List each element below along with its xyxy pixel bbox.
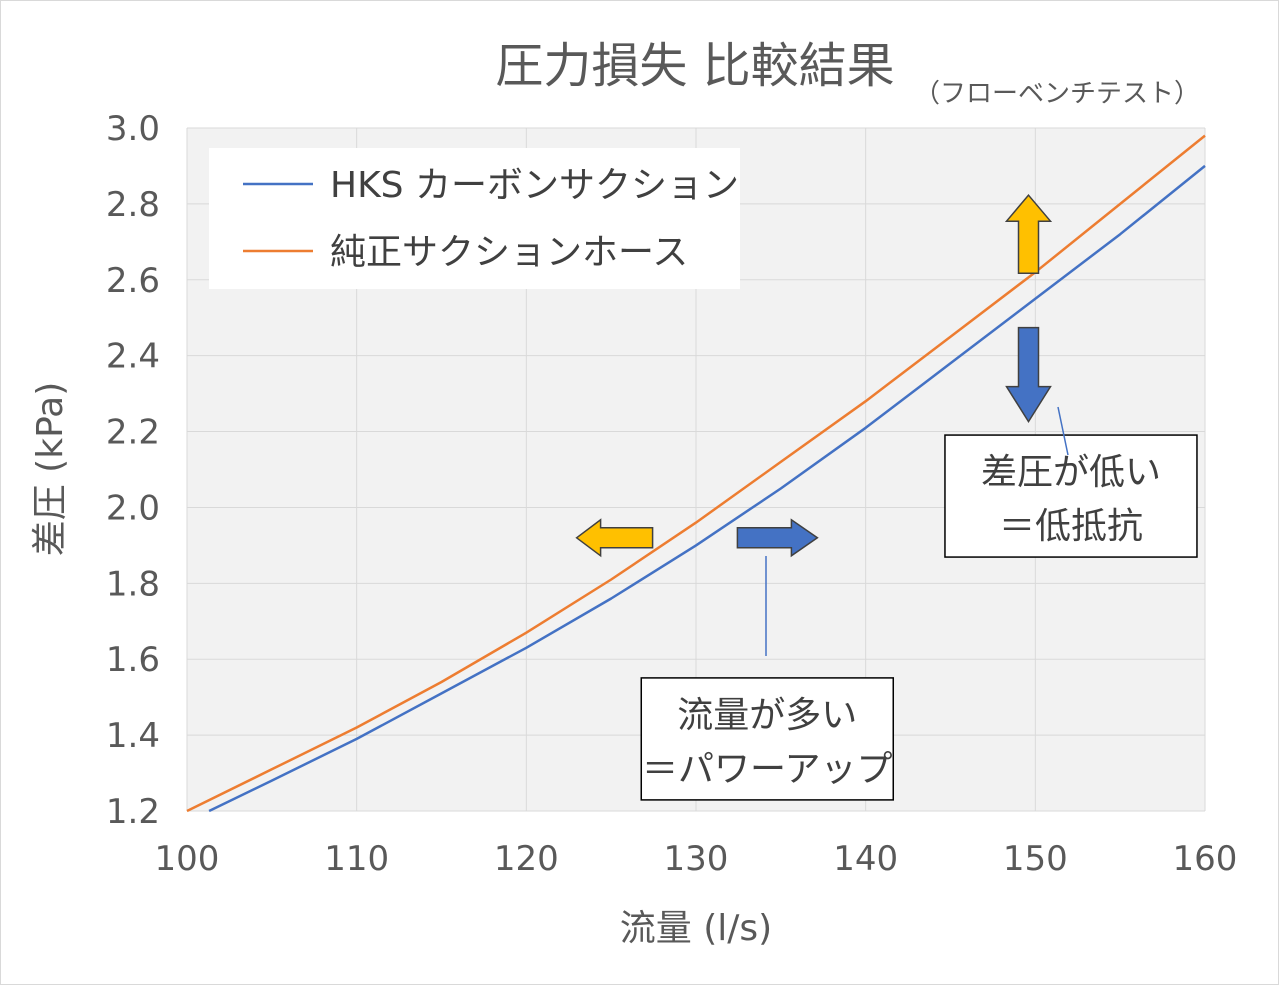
annotation-box bbox=[944, 434, 1198, 558]
chart-subtitle: （フローベンチテスト） bbox=[914, 79, 1200, 109]
y-tick-label: 1.6 bbox=[106, 640, 160, 680]
y-tick-label: 2.8 bbox=[106, 185, 160, 225]
x-tick-label: 110 bbox=[324, 839, 389, 879]
arrows bbox=[575, 194, 1053, 558]
legend-label-stock: 純正サクションホース bbox=[330, 232, 688, 273]
annotation-text: 流量が多い bbox=[677, 695, 857, 736]
series-line-0 bbox=[208, 164, 1206, 813]
leader-line bbox=[1057, 406, 1069, 456]
legend-box bbox=[209, 148, 740, 289]
y-tick-label: 2.2 bbox=[106, 413, 160, 453]
legend-label-hks: HKS カーボンサクション bbox=[330, 165, 739, 206]
arrow-right-icon bbox=[736, 518, 819, 558]
y-tick-label: 1.4 bbox=[106, 716, 160, 756]
annotation-text: ＝パワーアップ bbox=[642, 749, 893, 790]
x-tick-label: 160 bbox=[1173, 839, 1238, 879]
x-tick-label: 140 bbox=[833, 839, 898, 879]
x-tick-label: 120 bbox=[494, 839, 559, 879]
chart-title: 圧力損失 比較結果 bbox=[495, 38, 894, 94]
x-tick-label: 130 bbox=[664, 839, 729, 879]
y-tick-label: 2.4 bbox=[106, 337, 160, 377]
y-tick-label: 1.8 bbox=[106, 564, 160, 604]
y-tick-label: 3.0 bbox=[106, 109, 160, 149]
annotation-text: 差圧が低い bbox=[981, 452, 1161, 493]
x-tick-label: 150 bbox=[1003, 839, 1068, 879]
x-tick-label: 100 bbox=[155, 839, 220, 879]
annotation-box bbox=[640, 677, 895, 801]
y-tick-label: 2.6 bbox=[106, 261, 160, 301]
y-tick-label: 1.2 bbox=[106, 792, 160, 832]
y-axis-title: 差圧 (kPa) bbox=[30, 382, 71, 557]
axes: 100 110 120 130 140 150 160 1.2 1.4 1.6 1.8 2.0 2.2 2… bbox=[106, 109, 1238, 879]
arrow-up-icon bbox=[1004, 194, 1053, 274]
legend: HKS カーボンサクション 純正サクションホース bbox=[209, 148, 740, 289]
y-tick-label: 2.0 bbox=[106, 488, 160, 528]
annotation-1: 流量が多い ＝パワーアップ bbox=[640, 677, 895, 801]
annotation-0: 差圧が低い ＝低抵抗 bbox=[944, 434, 1198, 558]
annotation-text: ＝低抵抗 bbox=[999, 506, 1143, 547]
arrow-left-icon bbox=[575, 518, 654, 558]
x-axis-title: 流量 (l/s) bbox=[620, 908, 772, 949]
arrow-down-icon bbox=[1005, 326, 1052, 424]
